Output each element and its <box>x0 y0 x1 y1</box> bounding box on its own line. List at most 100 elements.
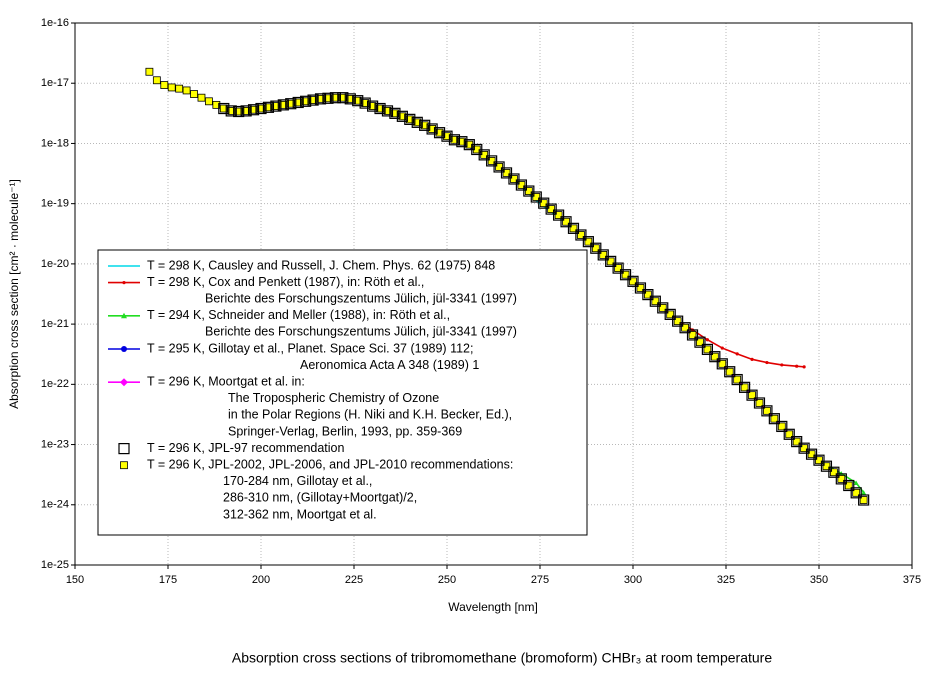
marker <box>681 323 689 332</box>
marker <box>331 93 340 102</box>
legend-label: in the Polar Regions (H. Niki and K.H. B… <box>228 408 512 422</box>
marker <box>666 310 675 319</box>
marker <box>649 295 661 307</box>
marker <box>627 275 639 287</box>
marker <box>309 96 317 104</box>
y-tick-label: 1e-20 <box>41 258 69 270</box>
y-tick-label: 1e-19 <box>41 198 69 210</box>
marker <box>381 105 394 117</box>
marker <box>435 128 444 137</box>
x-tick-label: 375 <box>903 574 921 586</box>
marker <box>643 290 652 299</box>
marker <box>271 102 280 110</box>
marker <box>167 83 176 92</box>
marker <box>524 187 533 195</box>
marker <box>612 262 624 274</box>
marker <box>389 107 401 119</box>
marker <box>160 81 169 89</box>
marker <box>731 373 743 386</box>
marker <box>426 123 438 135</box>
marker <box>642 289 654 301</box>
marker <box>175 84 184 93</box>
marker <box>547 205 556 213</box>
marker <box>853 480 859 485</box>
marker <box>500 167 513 179</box>
marker <box>322 92 334 104</box>
marker <box>279 100 288 109</box>
marker <box>413 118 422 127</box>
marker <box>716 358 728 370</box>
marker <box>780 363 784 367</box>
marker <box>212 100 221 109</box>
marker <box>367 100 379 112</box>
marker <box>197 93 206 102</box>
marker <box>294 98 303 107</box>
y-tick-label: 1e-24 <box>41 499 69 511</box>
x-tick-label: 175 <box>159 574 177 586</box>
marker <box>428 125 437 133</box>
marker <box>300 95 312 107</box>
marker <box>517 181 526 189</box>
marker <box>324 94 332 103</box>
marker <box>457 137 466 146</box>
marker <box>822 462 831 471</box>
marker <box>227 107 236 115</box>
x-tick-label: 250 <box>438 574 456 586</box>
marker <box>433 127 446 139</box>
x-tick-label: 325 <box>717 574 735 586</box>
marker <box>405 115 414 124</box>
marker <box>225 105 237 117</box>
marker <box>233 105 245 118</box>
x-tick-label: 225 <box>345 574 363 586</box>
marker <box>523 185 535 197</box>
marker <box>828 466 840 478</box>
marker <box>270 100 282 112</box>
marker <box>569 224 578 233</box>
marker <box>815 456 823 465</box>
marker <box>657 302 669 314</box>
marker <box>493 161 505 173</box>
marker <box>242 107 251 115</box>
legend-label: T = 296 K, JPL-2002, JPL-2006, and JPL-2… <box>147 457 513 471</box>
legend-label: 286-310 nm, (Gillotay+Moortgat)/2, <box>223 491 417 505</box>
marker <box>338 93 347 102</box>
marker <box>582 236 594 248</box>
marker <box>761 405 773 417</box>
marker <box>621 270 630 279</box>
marker <box>858 494 870 506</box>
x-tick-label: 300 <box>624 574 642 586</box>
legend-label: T = 298 K, Causley and Russell, J. Chem.… <box>147 258 495 272</box>
marker <box>658 303 667 312</box>
marker <box>770 414 779 423</box>
legend-label: Berichte des Forschungszentums Jülich, j… <box>205 291 517 305</box>
marker <box>247 104 260 116</box>
marker <box>554 211 563 219</box>
legend-marker <box>120 461 128 470</box>
marker <box>837 474 846 483</box>
marker <box>605 255 617 267</box>
marker <box>361 99 370 107</box>
x-tick-label: 350 <box>810 574 828 586</box>
marker <box>240 105 252 117</box>
legend-label: The Tropospheric Chemistry of Ozone <box>228 391 439 405</box>
marker <box>696 338 704 347</box>
marker <box>552 209 565 221</box>
marker <box>182 86 191 95</box>
marker <box>835 473 847 485</box>
marker <box>396 110 408 122</box>
marker <box>686 329 699 341</box>
marker <box>286 99 295 108</box>
marker <box>776 420 788 433</box>
x-tick-label: 200 <box>252 574 270 586</box>
marker <box>219 104 228 113</box>
marker <box>705 338 710 342</box>
x-axis-title: Wavelength [nm] <box>448 600 538 614</box>
marker <box>720 346 724 350</box>
marker <box>249 105 258 114</box>
marker <box>478 149 490 161</box>
marker <box>404 113 416 125</box>
marker <box>420 121 429 130</box>
marker <box>359 97 371 109</box>
marker <box>597 249 609 261</box>
